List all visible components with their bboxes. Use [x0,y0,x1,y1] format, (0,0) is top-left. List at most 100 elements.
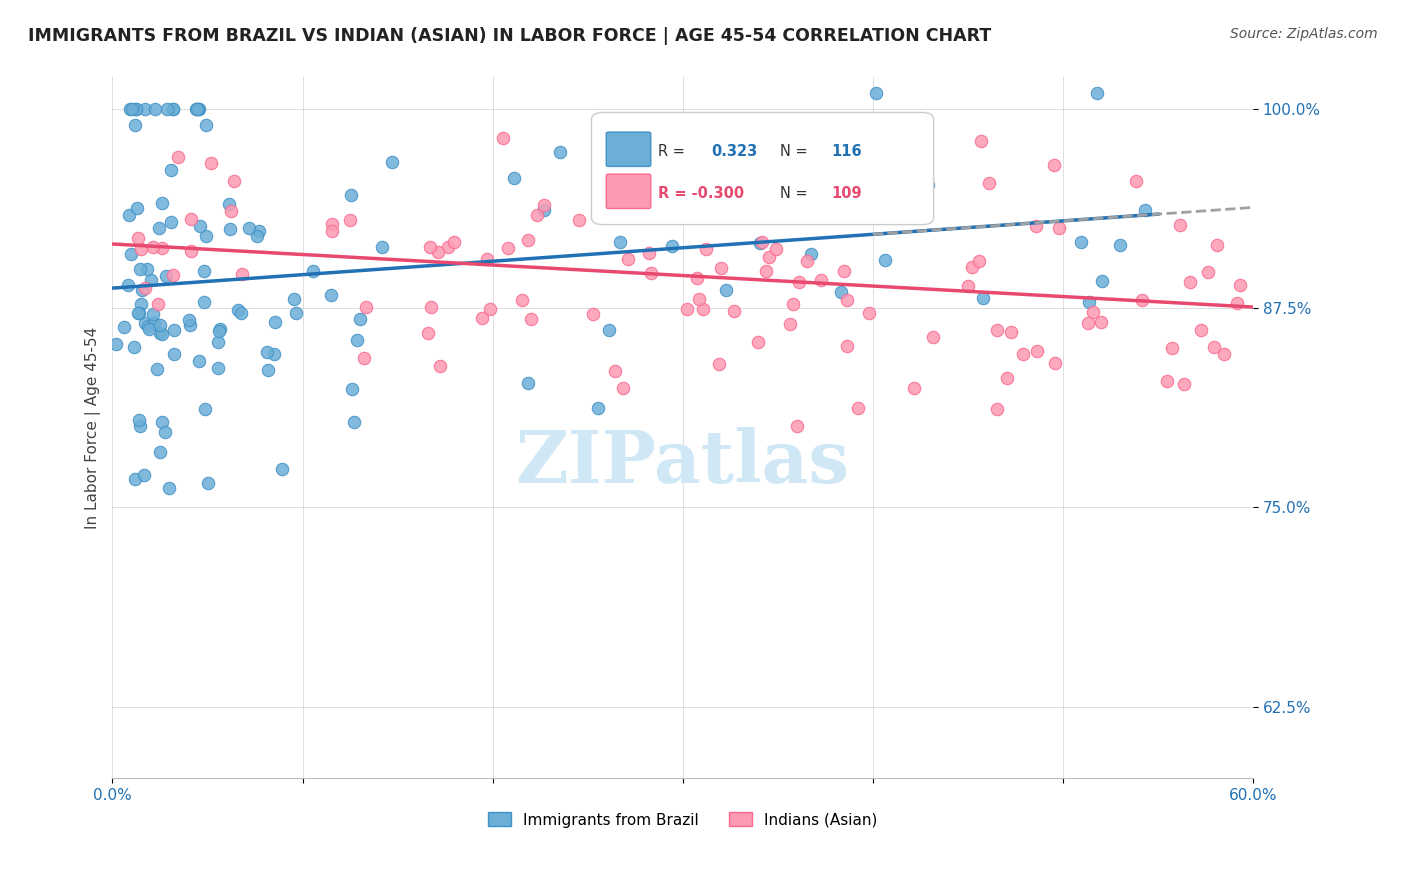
Point [128,413,150,427]
Point [167,150,190,164]
Point [1170,218,1192,232]
Point [810,273,832,287]
Point [426,245,449,260]
Point [707,357,730,371]
Point [898,178,921,193]
Point [420,300,443,314]
Point [689,292,711,306]
Point [1229,278,1251,293]
Point [142,240,165,254]
Point [264,315,287,329]
Point [149,318,172,332]
Point [179,313,201,327]
Point [517,376,540,391]
Point [492,131,515,145]
Point [1125,173,1147,187]
Point [256,345,278,359]
Point [865,87,887,101]
Point [1156,375,1178,389]
Point [340,382,363,396]
Point [1012,347,1035,361]
Point [155,269,177,284]
Point [714,283,737,297]
Point [349,311,371,326]
Point [1077,316,1099,330]
Point [710,260,733,275]
Point [661,239,683,253]
Point [609,235,631,249]
Point [686,271,709,285]
Point [208,322,231,336]
Point [692,301,714,316]
Point [1085,87,1108,101]
Point [870,171,893,186]
Point [1197,264,1219,278]
Text: Source: ZipAtlas.com: Source: ZipAtlas.com [1230,27,1378,41]
Point [219,203,242,218]
Point [1000,325,1022,339]
Point [1047,221,1070,235]
Point [218,221,240,235]
Point [1213,346,1236,360]
Point [533,202,555,217]
Point [207,361,229,376]
Point [517,233,540,247]
Point [127,231,149,245]
Point [471,311,494,326]
Point [321,224,343,238]
Point [418,326,440,340]
Point [340,188,363,202]
Point [180,211,202,226]
Point [957,279,980,293]
Point [184,103,207,117]
Point [796,156,818,170]
Point [134,103,156,117]
Point [832,264,855,278]
Point [429,359,451,373]
Point [160,162,183,177]
Point [148,221,170,235]
Point [194,228,217,243]
Point [548,145,571,159]
Point [149,326,172,340]
Point [193,294,215,309]
Point [638,246,661,260]
Point [134,467,156,482]
Point [1025,219,1047,234]
Point [917,178,939,192]
Text: 0.323: 0.323 [711,144,758,159]
Point [150,326,173,341]
Point [758,250,780,264]
Point [479,302,502,317]
Point [339,212,361,227]
Point [145,361,167,376]
Text: N =: N = [780,186,807,201]
Text: N =: N = [780,144,807,159]
FancyBboxPatch shape [606,174,651,209]
Point [972,292,994,306]
Point [195,118,218,132]
Point [749,235,772,250]
Point [128,306,150,320]
Point [756,186,779,201]
Point [995,370,1018,384]
Text: 116: 116 [831,144,862,159]
Point [343,415,366,429]
Point [1109,238,1132,252]
Point [142,306,165,320]
Point [922,330,945,344]
Point [129,242,152,256]
Point [582,307,605,321]
Point [197,476,219,491]
Point [751,235,773,249]
Point [616,252,638,266]
Point [193,264,215,278]
Point [270,462,292,476]
Point [510,293,533,307]
Point [222,174,245,188]
Point [187,103,209,117]
Point [662,186,685,200]
Point [437,240,460,254]
Point [640,266,662,280]
Text: R = -0.300: R = -0.300 [658,186,744,201]
